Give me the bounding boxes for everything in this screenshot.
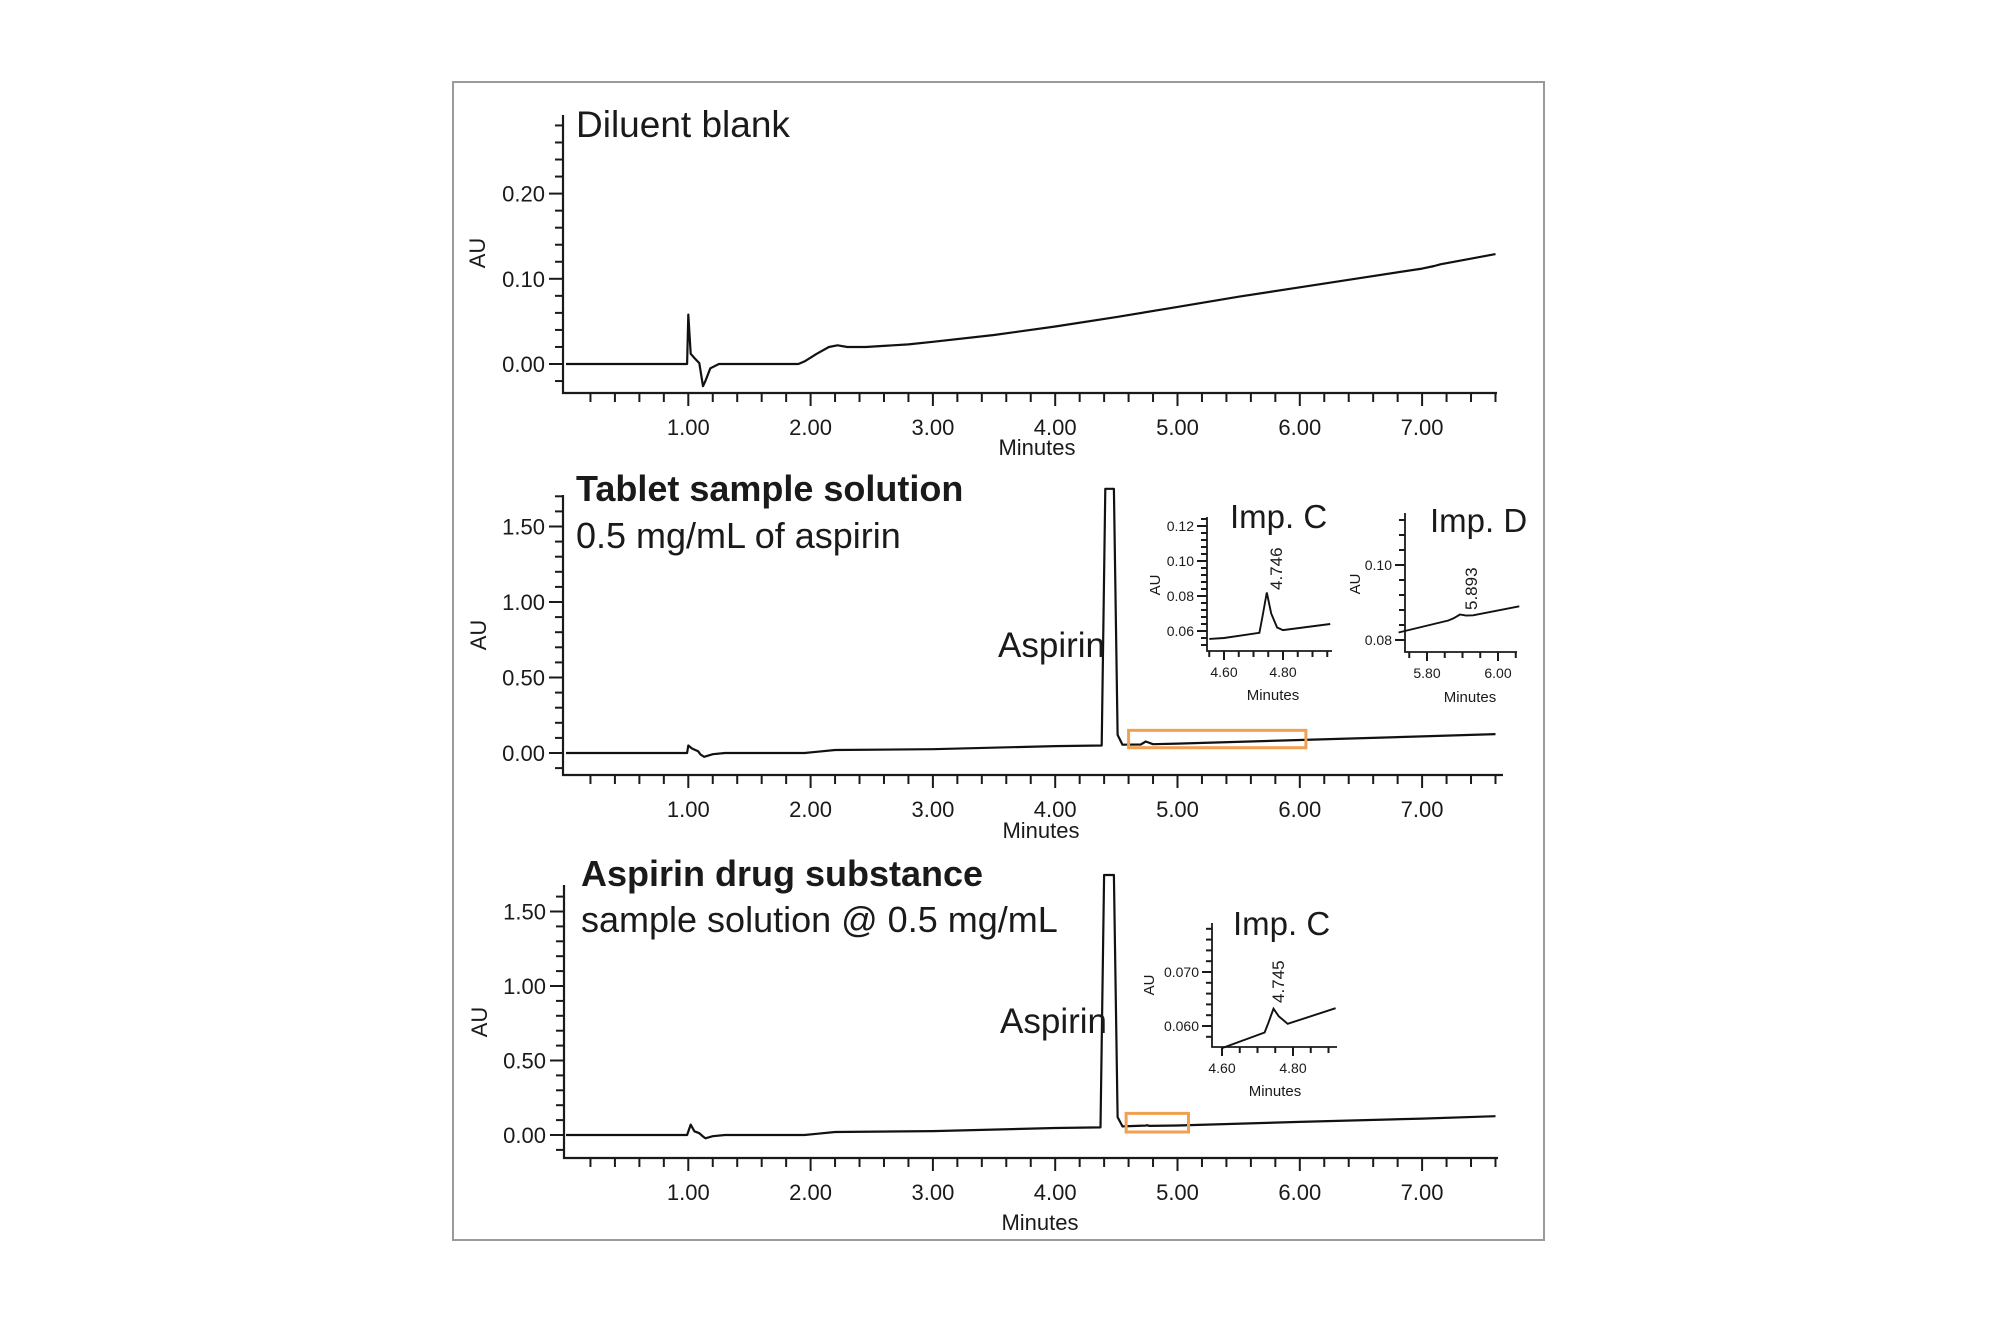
inset-axes: 4.60 4.80 0.060 0.070 <box>1164 923 1337 1076</box>
inset-axes: 4.60 4.80 0.06 0.08 0.10 0.12 <box>1167 517 1332 680</box>
x-tick-label: 5.00 <box>1156 1180 1199 1205</box>
axis-lines <box>561 495 1503 777</box>
x-tick-label: 4.00 <box>1034 415 1077 440</box>
axis-lines <box>561 115 1497 395</box>
panel-drug-substance: Aspirin drug substance sample solution @… <box>467 853 1498 1235</box>
inset-y-label: AU <box>1141 975 1158 996</box>
panel-diluent-blank: Diluent blank 1.00 2.00 3.00 4.00 5.00 6.00 7.… <box>465 104 1497 460</box>
inset-y-tick-label: 0.060 <box>1164 1018 1199 1034</box>
inset-x-label: Minutes <box>1444 689 1497 706</box>
y-tick-label: 0.00 <box>502 741 545 766</box>
axes: 1.00 2.00 3.00 4.00 5.00 6.00 7.00 0.00 0.50 1.00… <box>502 495 1503 822</box>
x-axis-label: Minutes <box>1001 1210 1078 1235</box>
inset-axis-lines <box>1211 923 1337 1048</box>
x-tick-label: 3.00 <box>911 415 954 440</box>
inset-x-label: Minutes <box>1249 1083 1302 1100</box>
y-tick-label: 1.00 <box>502 590 545 615</box>
y-axis-label: AU <box>466 620 491 651</box>
inset-x-tick-label: 4.60 <box>1208 1060 1235 1076</box>
y-tick-label: 0.20 <box>502 182 545 207</box>
x-tick-label: 7.00 <box>1401 1180 1444 1205</box>
inset-y-label: AU <box>1147 575 1164 596</box>
inset-x-tick-label: 6.00 <box>1484 665 1511 681</box>
x-tick-label: 3.00 <box>911 1180 954 1205</box>
x-tick-label: 3.00 <box>911 797 954 822</box>
peak-label: 5.893 <box>1462 567 1481 610</box>
x-axis-label: Minutes <box>1002 818 1079 843</box>
panel-subtitle: 0.5 mg/mL of aspirin <box>576 515 901 556</box>
x-tick-label: 4.00 <box>1034 797 1077 822</box>
x-tick-label: 1.00 <box>667 415 710 440</box>
inset-x-tick-label: 4.80 <box>1279 1060 1306 1076</box>
x-tick-label: 1.00 <box>667 1180 710 1205</box>
x-tick-label: 5.00 <box>1156 415 1199 440</box>
peak-annotation-aspirin: Aspirin <box>998 626 1105 665</box>
inset-x-tick-label: 5.80 <box>1413 665 1440 681</box>
highlight-box <box>1124 1111 1191 1134</box>
x-tick-label: 2.00 <box>789 1180 832 1205</box>
x-tick-label: 6.00 <box>1278 797 1321 822</box>
inset-trace <box>1398 605 1520 634</box>
inset-y-tick-label: 0.08 <box>1365 632 1392 648</box>
inset-y-tick-label: 0.10 <box>1167 553 1194 569</box>
y-tick-label: 0.50 <box>503 1049 546 1074</box>
chromatogram-trace <box>566 487 1496 758</box>
y-tick-label: 0.10 <box>502 267 545 292</box>
y-axis-label: AU <box>465 238 490 269</box>
inset-y-tick-label: 0.06 <box>1167 623 1194 639</box>
inset-axes: 5.80 6.00 0.08 0.10 <box>1365 513 1517 681</box>
inset-x-tick-label: 4.60 <box>1210 664 1237 680</box>
inset-tablet-imp-d: Imp. D 5.80 6.00 0.08 0.10 5.893 Minutes AU <box>1347 502 1527 706</box>
panel-title: Tablet sample solution <box>576 468 963 509</box>
axis-lines <box>562 885 1498 1160</box>
y-tick-label: 0.50 <box>502 666 545 691</box>
y-tick-label: 0.00 <box>502 352 545 377</box>
panel-title: Diluent blank <box>576 104 790 145</box>
x-tick-label: 4.00 <box>1034 1180 1077 1205</box>
inset-y-tick-label: 0.070 <box>1164 964 1199 980</box>
peak-annotation-aspirin: Aspirin <box>1000 1002 1107 1041</box>
panel-subtitle: sample solution @ 0.5 mg/mL <box>581 899 1058 940</box>
x-tick-label: 7.00 <box>1401 415 1444 440</box>
inset-title: Imp. C <box>1230 498 1327 535</box>
axes: 1.00 2.00 3.00 4.00 5.00 6.00 7.00 0.00 0.10 0.20 <box>502 115 1497 440</box>
inset-x-tick-label: 4.80 <box>1269 664 1296 680</box>
x-axis-label: Minutes <box>998 435 1075 460</box>
inset-title: Imp. C <box>1233 905 1330 942</box>
inset-tablet-imp-c: Imp. C 4.60 4.80 0.06 0.08 0.10 0.12 4.746 Mi… <box>1147 498 1332 704</box>
highlight-box <box>1127 728 1308 750</box>
x-tick-label: 2.00 <box>789 797 832 822</box>
y-axis-label: AU <box>467 1007 492 1038</box>
figure-frame <box>452 81 1545 1241</box>
chromatogram-trace <box>566 873 1496 1140</box>
y-tick-label: 1.50 <box>502 515 545 540</box>
panel-title: Aspirin drug substance <box>581 853 983 894</box>
y-tick-label: 1.00 <box>503 974 546 999</box>
inset-y-tick-label: 0.10 <box>1365 557 1392 573</box>
x-tick-label: 6.00 <box>1278 415 1321 440</box>
chromatogram-trace <box>566 253 1496 388</box>
inset-trace <box>1221 1006 1336 1049</box>
y-tick-label: 0.00 <box>503 1123 546 1148</box>
y-tick-label: 1.50 <box>503 900 546 925</box>
inset-y-label: AU <box>1347 574 1364 595</box>
inset-title: Imp. D <box>1430 502 1527 539</box>
inset-y-tick-label: 0.12 <box>1167 518 1194 534</box>
x-tick-label: 7.00 <box>1401 797 1444 822</box>
x-tick-label: 5.00 <box>1156 797 1199 822</box>
inset-trace <box>1209 592 1331 640</box>
x-tick-label: 2.00 <box>789 415 832 440</box>
x-tick-label: 1.00 <box>667 797 710 822</box>
peak-label: 4.746 <box>1267 547 1286 590</box>
axes: 1.00 2.00 3.00 4.00 5.00 6.00 7.00 0.00 0.50 1.00… <box>503 885 1498 1205</box>
peak-label: 4.745 <box>1269 960 1288 1003</box>
panel-tablet-sample: Tablet sample solution 0.5 mg/mL of aspi… <box>466 468 1503 843</box>
inset-x-label: Minutes <box>1247 687 1300 704</box>
x-tick-label: 6.00 <box>1278 1180 1321 1205</box>
inset-y-tick-label: 0.08 <box>1167 588 1194 604</box>
